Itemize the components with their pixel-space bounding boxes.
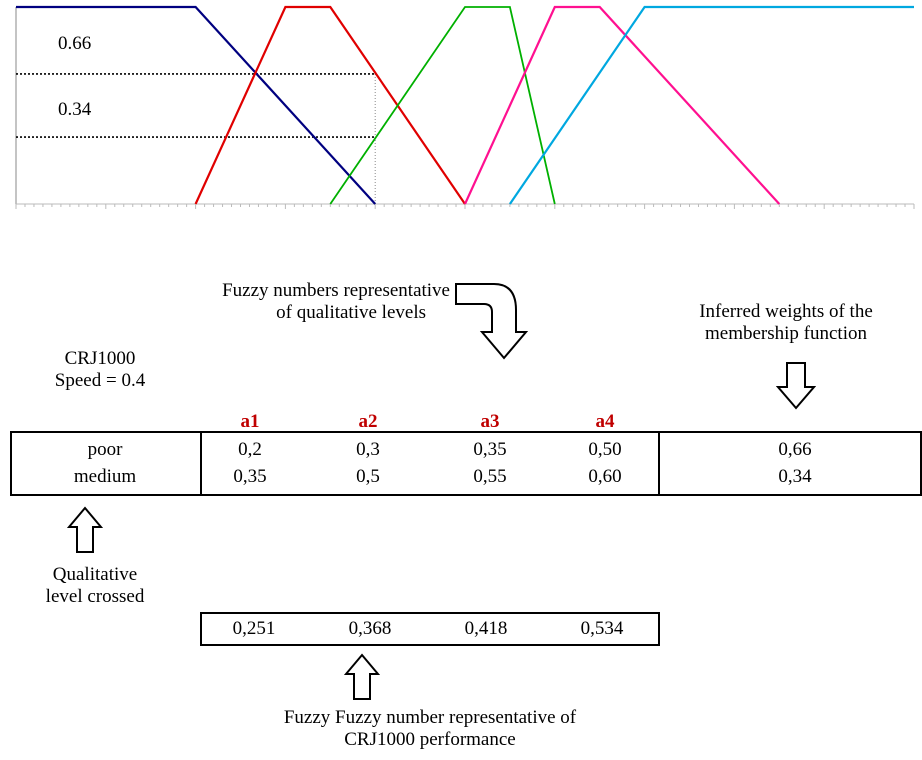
membership-function-chart — [15, 5, 915, 209]
series-line-2 — [194, 5, 466, 205]
series-line-4 — [463, 5, 781, 205]
qualitative-level-label: Qualitative level crossed — [45, 564, 145, 607]
performance-box — [200, 612, 660, 646]
table-row-poor-a1: 0,2 — [238, 439, 262, 460]
table-row-poor-a4: 0,50 — [588, 439, 622, 460]
inferred-weights-label: Inferred weights of the membership funct… — [699, 301, 873, 344]
performance-value-3: 0,418 — [464, 618, 508, 639]
series-line-3 — [329, 6, 556, 205]
table-row-medium-a3: 0,55 — [473, 466, 507, 487]
column-header-a2: a2 — [358, 411, 378, 432]
reference-label-0.66: 0.66 — [58, 33, 92, 54]
column-header-a4: a4 — [595, 411, 615, 432]
column-header-a1: a1 — [240, 411, 260, 432]
table-row-poor-a3: 0,35 — [473, 439, 507, 460]
up-arrow-icon — [344, 653, 380, 700]
series-line-5 — [508, 5, 914, 205]
up-arrow-icon — [67, 506, 103, 553]
table-row-poor-a2: 0,3 — [356, 439, 380, 460]
performance-value-2: 0,368 — [348, 618, 392, 639]
table-row-medium-a2: 0,5 — [356, 466, 380, 487]
performance-value-4: 0,534 — [580, 618, 624, 639]
table-row-medium-weight: 0,34 — [778, 466, 812, 487]
table-divider-right — [658, 431, 660, 496]
reference-label-0.34: 0.34 — [58, 99, 92, 120]
table-divider-left — [200, 431, 202, 496]
table-row-poor-level: poor — [87, 439, 123, 460]
series-line-1 — [16, 5, 377, 205]
table-row-medium-level: medium — [73, 466, 137, 487]
down-arrow-icon — [776, 362, 816, 410]
column-header-a3: a3 — [480, 411, 500, 432]
curved-arrow-icon — [455, 283, 529, 360]
table-row-poor-weight: 0,66 — [778, 439, 812, 460]
fuzzy-table — [10, 431, 922, 496]
fuzzy-levels-label: Fuzzy numbers representative of qualitat… — [222, 280, 450, 323]
aircraft-speed-label: CRJ1000 Speed = 0.4 — [54, 348, 146, 391]
table-row-medium-a4: 0,60 — [588, 466, 622, 487]
performance-value-1: 0,251 — [232, 618, 276, 639]
table-row-medium-a1: 0,35 — [233, 466, 267, 487]
performance-label: Fuzzy Fuzzy number representative of CRJ… — [283, 707, 577, 750]
